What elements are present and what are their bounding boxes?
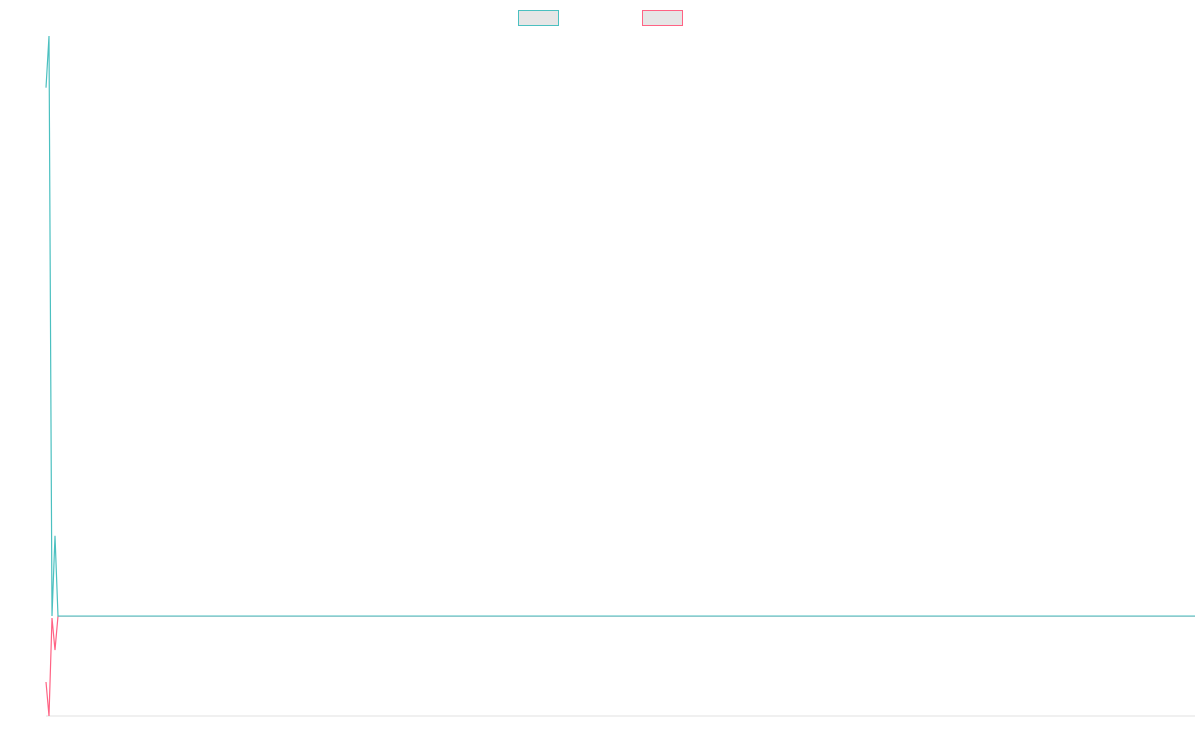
- legend-swatch[interactable]: [642, 10, 683, 26]
- series-line: [45, 615, 1195, 717]
- series-line: [45, 35, 1195, 617]
- legend-swatch[interactable]: [518, 10, 559, 26]
